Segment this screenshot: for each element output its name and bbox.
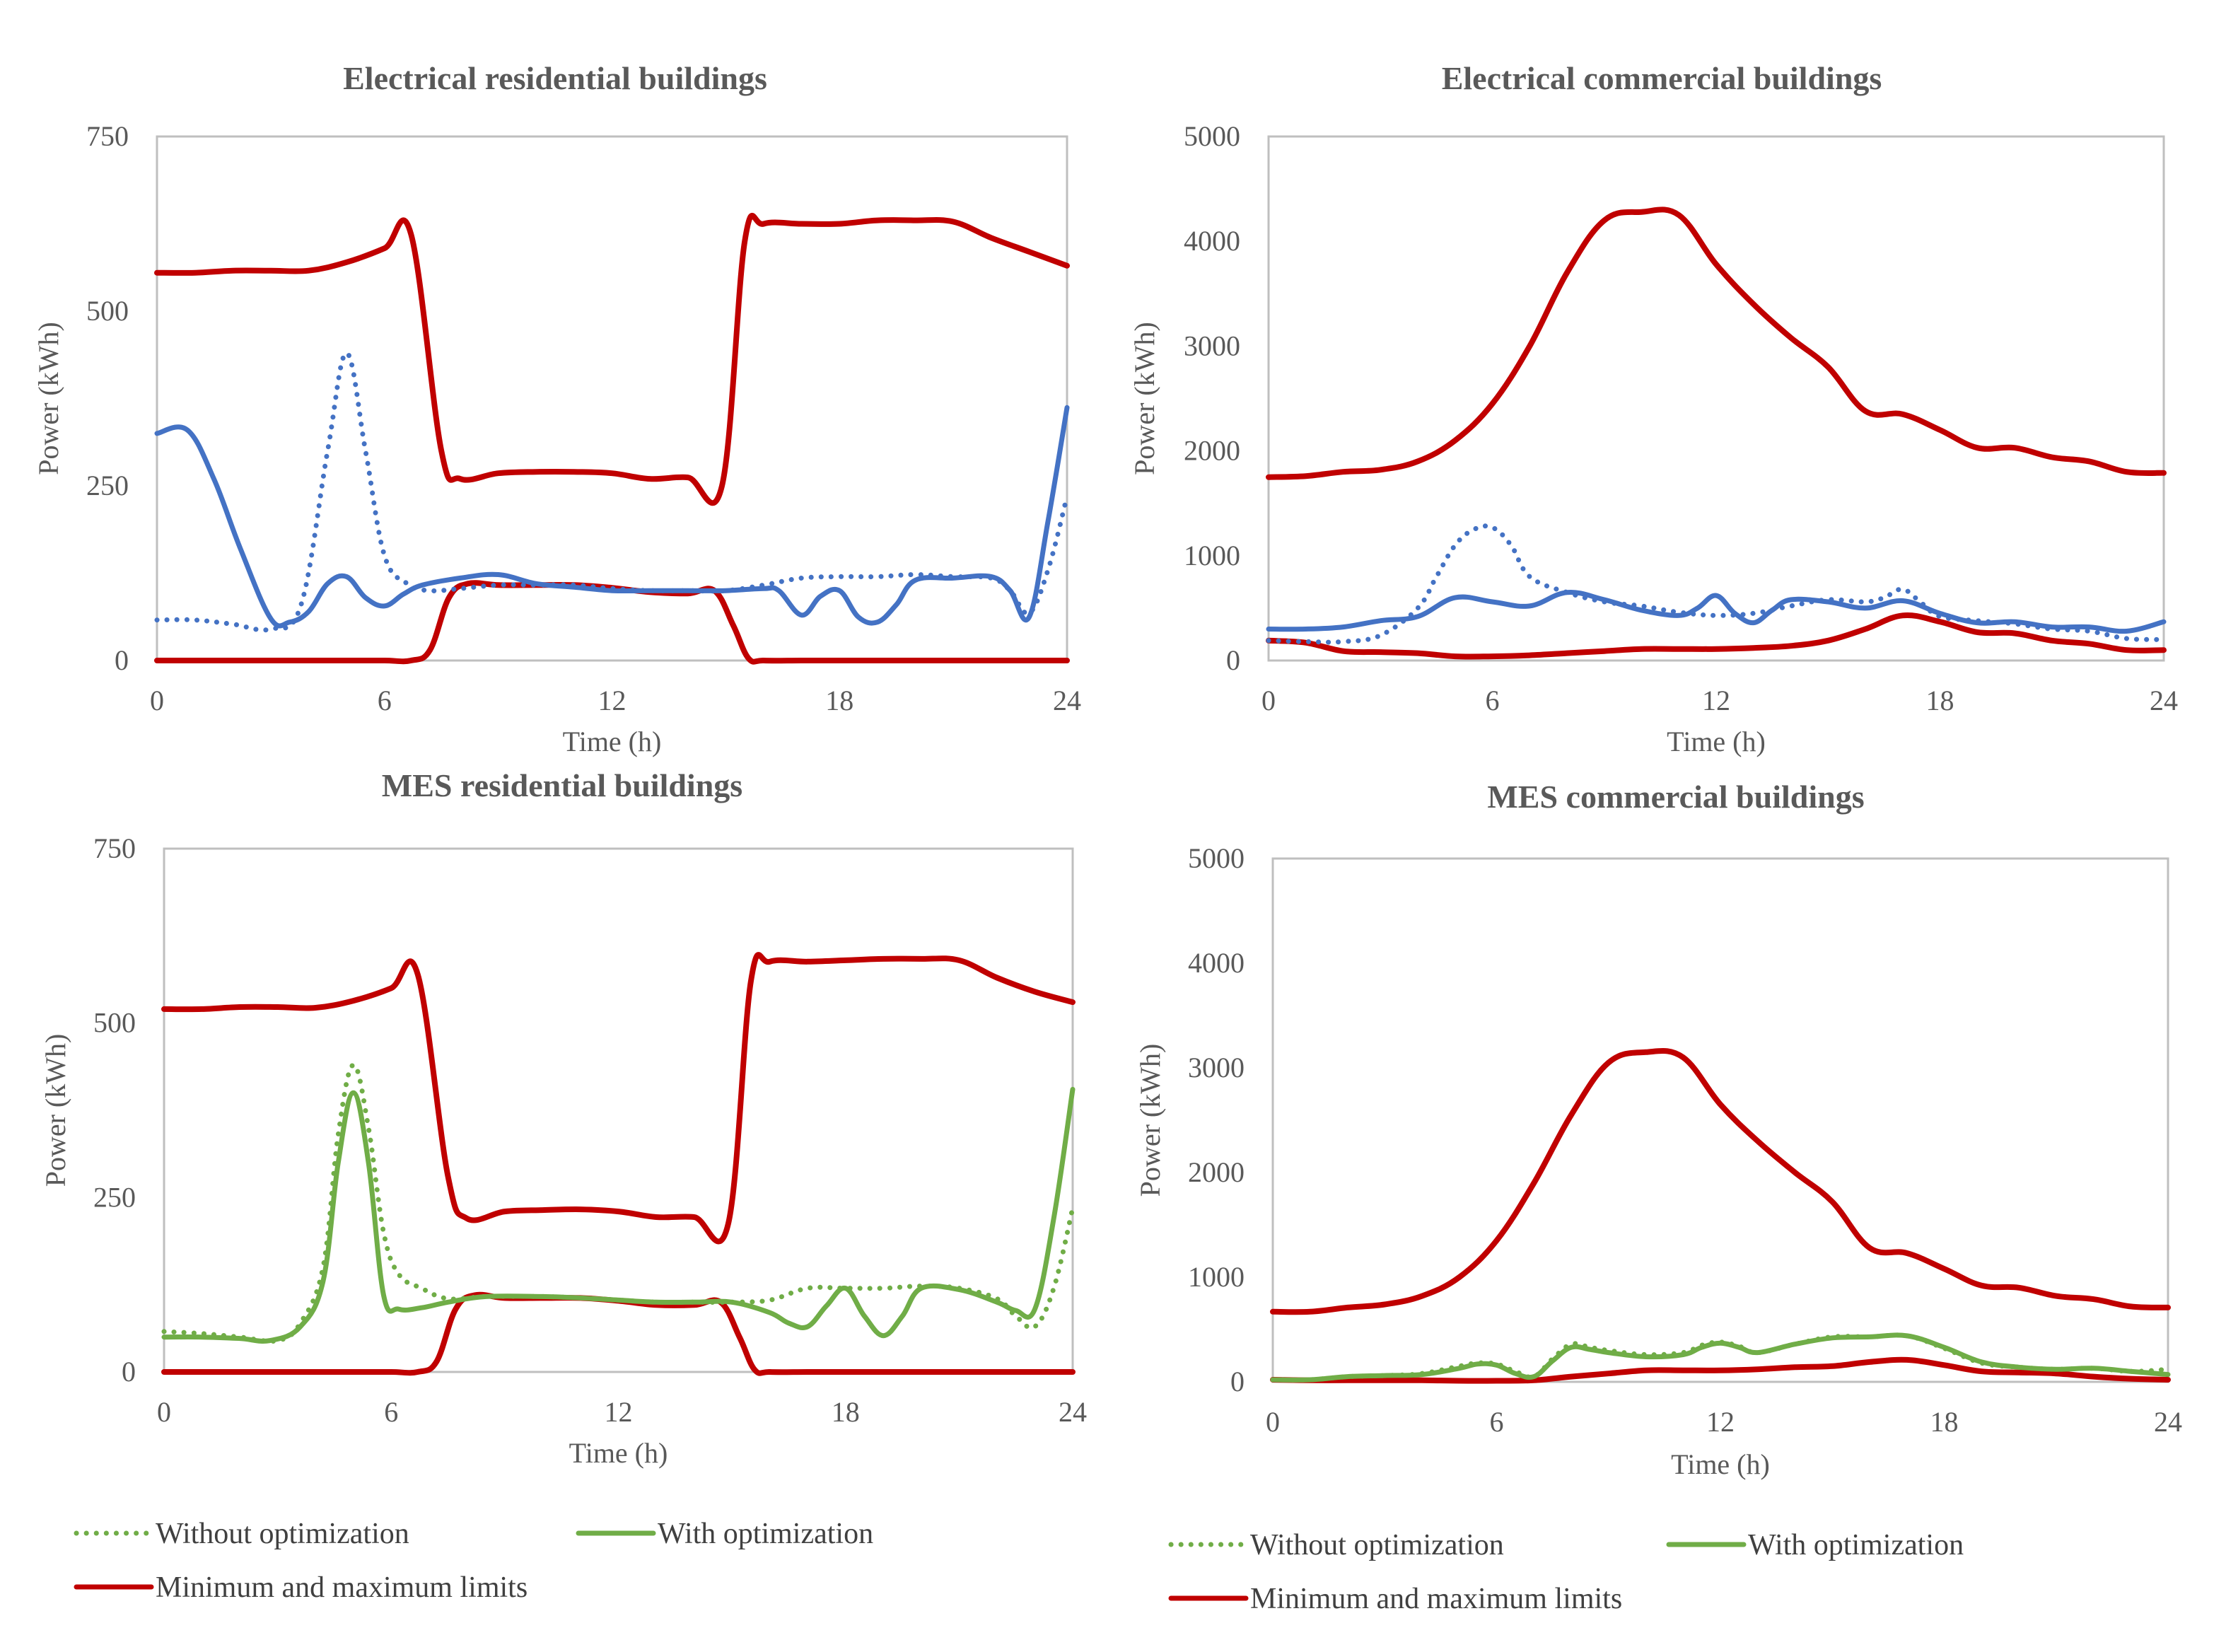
series-line-with-optimization: [1266, 590, 2167, 634]
series-line-with-optimization: [1270, 1332, 2171, 1383]
chart-3: MES residential buildings 0 250 500 750 0 6 12 1…: [40, 767, 1087, 1469]
y-tick-label: 750: [86, 120, 129, 152]
legend-label: With optimization: [658, 1518, 873, 1550]
y-axis-label: Power (kWh): [33, 322, 64, 475]
legend-label: Without optimization: [1250, 1529, 1504, 1561]
x-axis-label: Time (h): [563, 726, 662, 757]
y-tick-label: 3000: [1188, 1052, 1245, 1083]
series-line-minimum-limit: [1266, 612, 2167, 660]
plot-area-frame: [1267, 135, 2165, 662]
y-tick-label: 5000: [1184, 120, 1240, 152]
y-axis-label: Power (kWh): [40, 1034, 71, 1187]
x-tick-label: 12: [1702, 685, 1730, 716]
x-tick-label: 18: [1930, 1406, 1959, 1438]
plot-area-frame: [156, 135, 1068, 662]
y-tick-label: 4000: [1184, 225, 1240, 257]
chart-title: Electrical commercial buildings: [1442, 60, 1882, 96]
y-tick-label: 4000: [1188, 947, 1245, 979]
series-line-with-optimization: [161, 1086, 1076, 1344]
x-tick-label: 0: [1266, 1406, 1280, 1438]
legend-label: Minimum and maximum limits: [1250, 1583, 1622, 1615]
plot-area-frame: [163, 847, 1074, 1373]
y-tick-label: 3000: [1184, 330, 1240, 361]
y-tick-label: 250: [93, 1181, 136, 1213]
x-tick-label: 12: [605, 1396, 633, 1428]
y-tick-label: 2000: [1184, 435, 1240, 467]
x-axis-label: Time (h): [1671, 1448, 1770, 1480]
x-tick-label: 6: [378, 685, 392, 716]
series-line-minimum-limit: [161, 1291, 1076, 1376]
y-tick-label: 500: [93, 1007, 136, 1039]
series-line-maximum-limit: [161, 952, 1076, 1245]
y-axis-label: Power (kWh): [1134, 1044, 1166, 1197]
chart-title: Electrical residential buildings: [343, 60, 767, 96]
chart-2: Electrical commercial buildings 0 1000 2000…: [1129, 60, 2178, 757]
x-tick-label: 12: [1706, 1406, 1735, 1438]
x-tick-label: 18: [832, 1396, 860, 1428]
x-tick-label: 18: [825, 685, 853, 716]
x-tick-label: 6: [384, 1396, 398, 1428]
series-line-minimum-limit: [1270, 1356, 2171, 1384]
y-tick-label: 0: [115, 644, 129, 676]
chart-1: Electrical residential buildings 0 250 500 7…: [33, 60, 1081, 757]
x-tick-label: 12: [598, 685, 627, 716]
y-axis-label: Power (kWh): [1129, 322, 1160, 475]
legend-label: Minimum and maximum limits: [156, 1571, 528, 1604]
x-tick-label: 24: [1059, 1396, 1087, 1428]
series-line-maximum-limit: [1270, 1048, 2171, 1315]
y-tick-label: 1000: [1188, 1261, 1245, 1293]
legend-label: Without optimization: [156, 1518, 409, 1550]
x-tick-label: 6: [1490, 1406, 1504, 1438]
y-tick-label: 0: [1230, 1366, 1245, 1397]
series-line-maximum-limit: [154, 212, 1070, 506]
x-axis-label: Time (h): [1667, 726, 1766, 757]
plot-area-frame: [1271, 857, 2169, 1383]
chart-title: MES commercial buildings: [1487, 779, 1864, 815]
x-tick-label: 6: [1486, 685, 1500, 716]
y-tick-label: 0: [1226, 644, 1240, 676]
chart-4: MES commercial buildings 0 1000 2000 3000 400…: [1134, 779, 2182, 1480]
legend-1: Without optimization With optimization Min…: [74, 1518, 873, 1604]
x-tick-label: 24: [2154, 1406, 2182, 1438]
x-tick-label: 0: [1261, 685, 1276, 716]
y-tick-label: 5000: [1188, 842, 1245, 874]
series-line-maximum-limit: [1266, 206, 2167, 480]
y-tick-label: 500: [86, 295, 129, 327]
x-axis-label: Time (h): [569, 1437, 668, 1469]
y-tick-label: 1000: [1184, 540, 1240, 571]
legend-2: Without optimization With optimization Min…: [1168, 1529, 1964, 1615]
x-tick-label: 18: [1926, 685, 1954, 716]
chart-title: MES residential buildings: [382, 767, 742, 803]
series-line-with-optimization: [154, 405, 1070, 629]
y-tick-label: 2000: [1188, 1156, 1245, 1188]
x-tick-label: 24: [2150, 685, 2178, 716]
legend-label: With optimization: [1748, 1529, 1964, 1561]
x-tick-label: 24: [1053, 685, 1081, 716]
x-tick-label: 0: [157, 1396, 171, 1428]
y-tick-label: 0: [122, 1356, 136, 1388]
y-tick-label: 750: [93, 832, 136, 864]
y-tick-label: 250: [86, 470, 129, 501]
x-tick-label: 0: [150, 685, 164, 716]
